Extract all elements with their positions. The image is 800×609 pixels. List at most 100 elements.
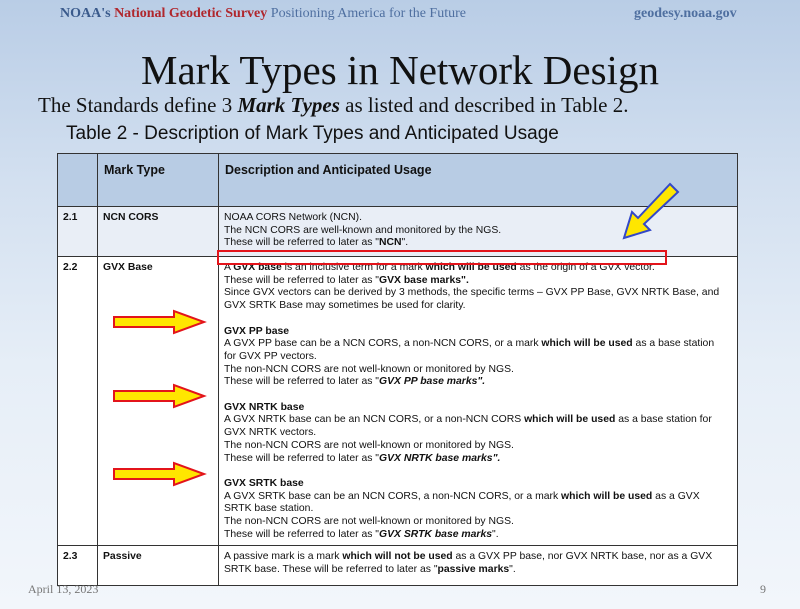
mark-type: NCN CORS [97,206,219,257]
text-segment: which will be used [425,262,517,273]
text-segment: These will be referred to later as " [224,528,379,540]
description-line: The non-NCN CORS are not well-known or m… [224,364,732,377]
text-segment: GVX NRTK base [224,401,305,413]
text-segment: A [224,262,234,273]
description-line: The non-NCN CORS are not well-known or m… [224,440,732,453]
text-segment: SRTK base station. [224,503,314,515]
table-row: 2.2 GVX Base A GVX base is an inclusive te… [57,255,738,547]
slide-date: April 13, 2023 [28,582,99,596]
text-segment: GVX NRTK vectors. [224,427,317,439]
text-segment: GVX SRTK base marks [379,528,493,540]
text-segment: A GVX SRTK base can be an NCN CORS, a no… [224,490,562,502]
description-line: The non-NCN CORS are not well-known or m… [224,516,732,529]
row-number: 2.2 [57,255,98,547]
description-line [224,389,732,402]
subtitle-text: as listed and described in Table 2. [339,93,629,117]
description-line: Since GVX vectors can be derived by 3 me… [224,287,732,300]
text-segment: ". [509,564,516,576]
text-segment: as a base station for [615,414,712,426]
description: A GVX base is an inclusive term for a ma… [218,255,738,547]
description-line: The NCN CORS are well-known and monitore… [224,225,732,238]
table-header-row: Mark Type Description and Anticipated Us… [57,153,738,207]
description-line: GVX PP base [224,326,732,339]
table-row: 2.3 Passive A passive mark is a mark which… [57,545,738,587]
website: geodesy.noaa.gov [634,6,737,21]
description-line: GVX NRTK vectors. [224,427,732,440]
text-segment: Since GVX vectors can be derived by 3 me… [224,287,720,299]
slide-subtitle: The Standards define 3 Mark Types as lis… [38,93,629,118]
text-segment: These will be referred to later as " [224,237,379,249]
text-segment: The non-NCN CORS are not well-known or m… [224,363,514,375]
text-segment: GVX PP base marks". [379,376,486,388]
text-segment: for GVX PP vectors. [224,350,317,362]
text-segment: as the origin of a GVX vector. [516,262,655,273]
right-arrow-icon [113,309,207,335]
text-segment: is an inclusive term for a mark [281,262,426,273]
description-line: A GVX SRTK base can be an NCN CORS, a no… [224,491,732,504]
text-segment: The non-NCN CORS are not well-known or m… [224,439,514,451]
description-line: A passive mark is a mark which will not … [224,551,732,564]
diagonal-arrow-icon [622,182,680,240]
subtitle-emphasis: Mark Types [237,93,340,117]
text-segment: which will be used [541,338,633,350]
right-arrow-icon [113,461,207,487]
description-line: for GVX PP vectors. [224,351,732,364]
org-name: NOAA's [60,6,111,21]
mark-type: Passive [97,545,219,587]
text-segment: which will be used [561,490,653,502]
text-segment: GVX SRTK Base may sometimes be used for … [224,300,466,312]
highlight-box [217,250,667,265]
row-number: 2.3 [57,545,98,587]
description-line: These will be referred to later as "GVX … [224,275,732,288]
description-line: These will be referred to later as "NCN"… [224,237,732,250]
text-segment: SRTK base. These will be referred to lat… [224,564,438,576]
header-num [57,153,98,207]
agency-name: National Geodetic Survey [114,6,268,21]
text-segment: ". [401,237,409,249]
text-segment: These will be referred to later as " [224,452,379,464]
description-line: GVX SRTK Base may sometimes be used for … [224,300,732,313]
slide-number: 9 [760,582,766,596]
text-segment: GVX SRTK base [224,477,304,489]
text-segment: These will be referred to later as " [224,376,379,388]
row-number: 2.1 [57,206,98,257]
text-segment: which will be used [524,414,616,426]
mark-types-table: Mark Type Description and Anticipated Us… [57,153,738,587]
text-segment: The non-NCN CORS are not well-known or m… [224,516,514,528]
description-line: SRTK base station. [224,503,732,516]
text-segment: A passive mark is a mark [224,551,343,563]
slide-title: Mark Types in Network Design [141,47,659,93]
text-segment: ". [492,528,499,540]
text-segment: The NCN CORS are well-known and monitore… [224,224,502,236]
subtitle-text: The Standards define 3 [38,93,238,117]
description: NOAA CORS Network (NCN). The NCN CORS are… [218,206,738,257]
description-line: A GVX NRTK base can be an NCN CORS, or a… [224,414,732,427]
description-line: GVX NRTK base [224,402,732,415]
text-segment: as a GVX PP base, nor GVX NRTK base, nor… [452,551,713,563]
description: A passive mark is a mark which will not … [218,545,738,587]
text-segment: passive marks [437,564,510,576]
header-description: Description and Anticipated Usage [218,153,738,207]
description-line: SRTK base. These will be referred to lat… [224,564,732,577]
table-caption: Table 2 - Description of Mark Types and … [66,123,559,144]
description-line: These will be referred to later as "GVX … [224,376,732,389]
right-arrow-icon [113,383,207,409]
description-line: GVX SRTK base [224,478,732,491]
header-mark-type: Mark Type [97,153,219,207]
description-line: A GVX PP base can be a NCN CORS, a non-N… [224,338,732,351]
description-line: These will be referred to later as "GVX … [224,529,732,542]
description-line: These will be referred to later as "GVX … [224,453,732,466]
text-segment: NCN [379,237,402,249]
text-segment: NOAA CORS Network (NCN). [224,212,362,223]
text-segment: which will not be used [342,551,453,563]
table-row: 2.1 NCN CORS NOAA CORS Network (NCN). The N… [57,206,738,257]
text-segment: as a base station [632,338,715,350]
text-segment: GVX NRTK base marks". [379,452,501,464]
text-segment: These will be referred to later as " [224,274,379,286]
description-line [224,313,732,326]
text-segment: A GVX NRTK base can be an NCN CORS, or a… [224,414,525,426]
text-segment: GVX base marks". [379,274,469,286]
text-segment: as a GVX [652,490,700,502]
text-segment: GVX base [233,262,282,273]
text-segment: A GVX PP base can be a NCN CORS, a non-N… [224,338,542,350]
